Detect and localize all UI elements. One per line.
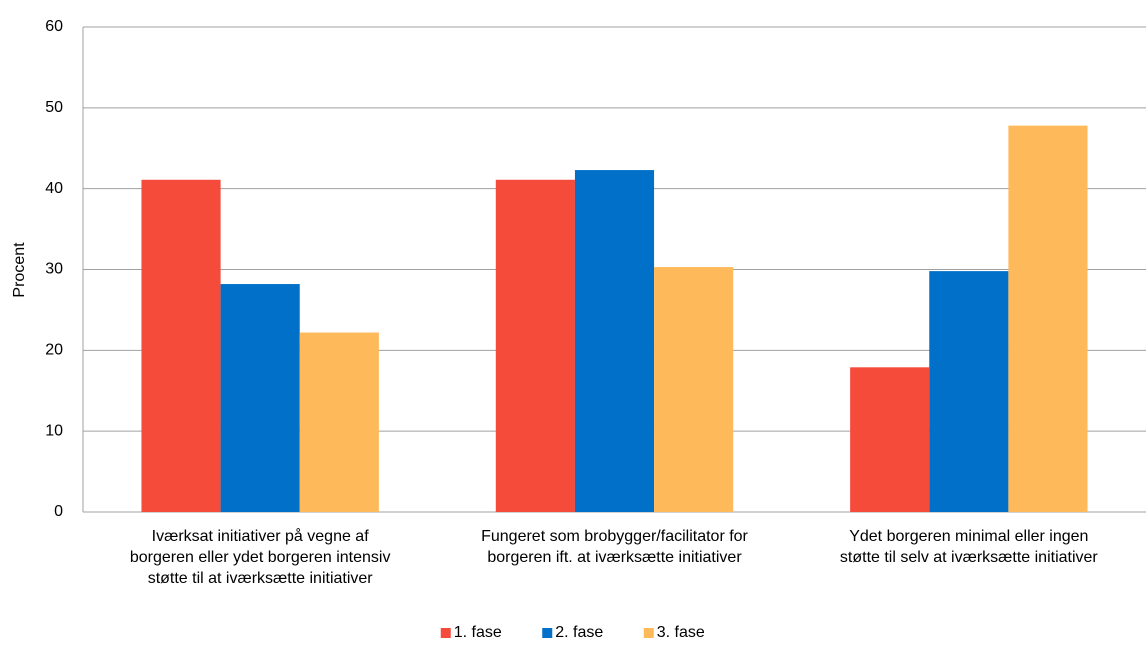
legend-label: 1. fase bbox=[454, 624, 502, 641]
legend-swatch bbox=[643, 628, 654, 638]
y-tick-label: 0 bbox=[54, 503, 63, 520]
bar bbox=[574, 170, 655, 512]
bar bbox=[141, 179, 221, 512]
bar bbox=[929, 271, 1009, 512]
bar bbox=[495, 179, 575, 512]
legend-swatch bbox=[440, 628, 451, 638]
y-tick-label: 40 bbox=[45, 180, 63, 197]
bar bbox=[1008, 125, 1088, 512]
y-tick-label: 30 bbox=[45, 261, 63, 278]
legend-label: 3. fase bbox=[657, 624, 705, 641]
x-tick-label: Ydet borgeren minimal eller ingen støtte … bbox=[840, 528, 1099, 566]
legend-swatch bbox=[542, 628, 553, 638]
bar bbox=[220, 284, 300, 512]
y-tick-label: 60 bbox=[45, 18, 63, 35]
y-tick-label: 50 bbox=[45, 99, 63, 116]
legend-label: 2. fase bbox=[555, 624, 603, 641]
bar bbox=[850, 367, 930, 512]
bar bbox=[299, 332, 379, 512]
y-axis-label: Procent bbox=[11, 242, 28, 298]
bar bbox=[654, 267, 734, 512]
x-tick-label: Iværksat initiativer på vegne af borgeren… bbox=[130, 527, 391, 587]
y-tick-label: 10 bbox=[45, 422, 63, 439]
x-tick-label: Fungeret som brobygger/facilitator for bo… bbox=[481, 528, 748, 566]
y-tick-label: 20 bbox=[45, 342, 63, 359]
